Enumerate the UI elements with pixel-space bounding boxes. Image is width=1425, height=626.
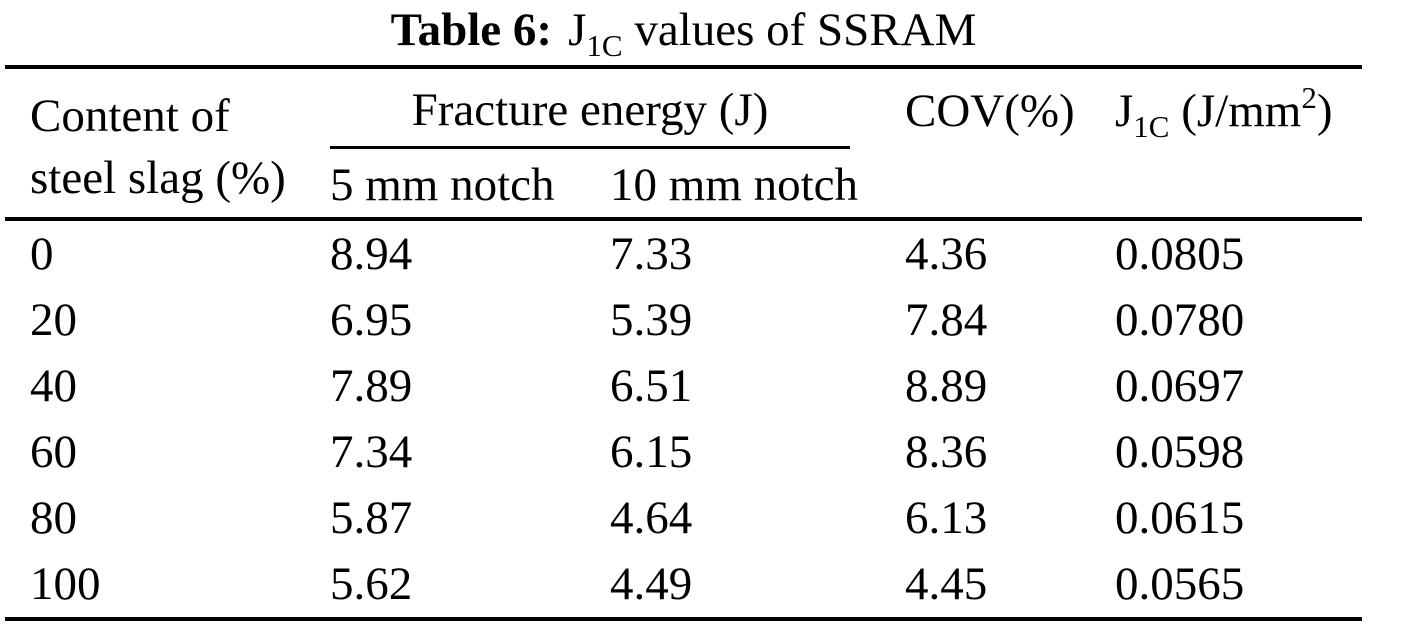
header-cov: COV(%) (905, 67, 1115, 219)
cell-notch5: 6.95 (330, 294, 413, 346)
cell-content: 100 (30, 558, 101, 610)
table-row: 60 7.34 6.15 8.36 0.0598 (5, 419, 1362, 485)
cell-cov: 4.36 (905, 228, 988, 280)
header-row-top: Content of steel slag (%) Fracture energ… (5, 67, 1362, 204)
header-fracture-energy-group: Fracture energy (J) (330, 67, 905, 149)
cell-content: 0 (30, 228, 54, 280)
cell-notch10: 6.15 (610, 426, 693, 478)
header-5mm-notch: 5 mm notch (330, 159, 555, 211)
cell-cov: 8.89 (905, 360, 988, 412)
cell-notch5: 7.34 (330, 426, 413, 478)
cell-j1c: 0.0565 (1115, 558, 1245, 610)
table-caption-number: Table 6: (390, 4, 553, 56)
header-content-line1: Content of (30, 90, 230, 142)
header-j1c-superscript: 2 (1301, 80, 1317, 115)
cell-cov: 4.45 (905, 558, 988, 610)
header-row-sub: 5 mm notch 10 mm notch (5, 149, 1362, 219)
cell-notch5: 5.62 (330, 558, 413, 610)
cell-notch5: 8.94 (330, 228, 413, 280)
cell-j1c: 0.0615 (1115, 492, 1245, 544)
table-caption-text: values of SSRAM (622, 4, 977, 56)
header-cov-label: COV(%) (905, 85, 1075, 137)
cell-content: 40 (30, 360, 77, 412)
header-j1c-base: J (1115, 85, 1134, 137)
cell-j1c: 0.0598 (1115, 426, 1245, 478)
cell-j1c: 0.0697 (1115, 360, 1245, 412)
cell-j1c: 0.0805 (1115, 228, 1245, 280)
cell-notch5: 5.87 (330, 492, 413, 544)
table-body: 0 8.94 7.33 4.36 0.0805 20 6.95 5.39 7.8… (5, 219, 1362, 619)
table-caption: Table 6: J1C values of SSRAM (5, 0, 1362, 63)
header-content-line2: steel slag (%) (30, 152, 286, 204)
header-content-of-steel-slag: Content of steel slag (%) (5, 67, 330, 219)
table-row: 40 7.89 6.51 8.89 0.0697 (5, 353, 1362, 419)
header-j1c-units-close: ) (1316, 85, 1333, 137)
cell-cov: 7.84 (905, 294, 988, 346)
cell-notch10: 7.33 (610, 228, 693, 280)
data-table: Content of steel slag (%) Fracture energ… (5, 65, 1362, 621)
header-fracture-energy-label: Fracture energy (J) (330, 85, 850, 149)
cell-notch10: 4.49 (610, 558, 693, 610)
table-row: 20 6.95 5.39 7.84 0.0780 (5, 287, 1362, 353)
cell-notch5: 7.89 (330, 360, 413, 412)
cell-j1c: 0.0780 (1115, 294, 1245, 346)
cell-cov: 8.36 (905, 426, 988, 478)
header-j1c-subscript: 1C (1133, 109, 1170, 144)
table-caption-j-subscript: 1C (586, 28, 623, 63)
cell-notch10: 4.64 (610, 492, 693, 544)
cell-cov: 6.13 (905, 492, 988, 544)
cell-notch10: 5.39 (610, 294, 693, 346)
table-row: 0 8.94 7.33 4.36 0.0805 (5, 219, 1362, 287)
table-row: 80 5.87 4.64 6.13 0.0615 (5, 485, 1362, 551)
cell-content: 60 (30, 426, 77, 478)
cell-notch10: 6.51 (610, 360, 693, 412)
header-10mm-notch: 10 mm notch (610, 159, 859, 211)
table-header: Content of steel slag (%) Fracture energ… (5, 67, 1362, 219)
table-caption-j: J (568, 4, 587, 56)
header-j1c-units: (J/mm (1169, 85, 1302, 137)
header-j1c: J1C (J/mm2) (1115, 67, 1362, 219)
cell-content: 20 (30, 294, 77, 346)
table-row: 100 5.62 4.49 4.45 0.0565 (5, 551, 1362, 619)
cell-content: 80 (30, 492, 77, 544)
